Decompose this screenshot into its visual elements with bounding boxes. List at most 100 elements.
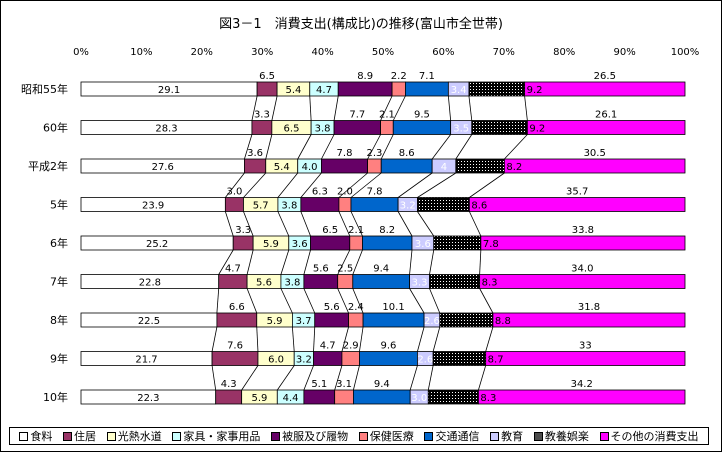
data-label: 3.6 — [292, 239, 308, 250]
data-label: 7.7 — [349, 110, 365, 121]
legend-label: 食料 — [30, 430, 53, 443]
category-label: 5年 — [50, 198, 68, 212]
bars — [80, 81, 686, 405]
connector-line — [468, 95, 473, 121]
data-label: 2.6 — [424, 316, 440, 327]
bar-segment — [433, 235, 482, 251]
bar-segment — [310, 235, 351, 251]
x-axis-ticks: 0% 10% 20% 30% 40% 50% 60% 70% 80% 90% 100% — [73, 47, 699, 58]
legend-label: その他の消費支出 — [610, 430, 699, 443]
connector-line — [429, 249, 435, 275]
connector-line — [244, 134, 253, 160]
connector-line — [218, 249, 234, 275]
connector-line — [432, 326, 441, 352]
data-label: 22.8 — [139, 278, 161, 289]
bar-segment — [303, 274, 339, 289]
data-label: 8.7 — [488, 355, 504, 366]
connector-line — [265, 134, 273, 160]
bar-segment — [492, 312, 686, 328]
legend-label: 教育 — [501, 430, 524, 443]
data-label: 31.8 — [578, 302, 600, 313]
category-label: 10年 — [43, 390, 68, 404]
data-label: 5.1 — [311, 379, 327, 390]
data-label: 2.0 — [337, 187, 353, 198]
data-label: 33 — [579, 341, 592, 352]
bar-segment — [244, 158, 267, 174]
x-tick-label: 100% — [671, 47, 700, 58]
connector-line — [276, 365, 295, 391]
data-label: 5.6 — [313, 264, 329, 275]
data-label: 7.8 — [337, 148, 353, 159]
data-label: 2.1 — [379, 110, 395, 121]
bar-segment — [471, 120, 528, 135]
data-label: 6.5 — [322, 225, 338, 236]
connector-line — [352, 249, 363, 275]
connector-line — [211, 365, 217, 391]
bar-segment — [427, 389, 479, 405]
connector-line — [367, 134, 381, 160]
category-label: 8年 — [50, 313, 68, 327]
connector-line — [431, 134, 451, 160]
data-label: 33.8 — [572, 225, 594, 236]
data-label: 9.4 — [373, 264, 389, 275]
data-label: 7.8 — [483, 239, 499, 250]
connector-line — [243, 211, 254, 237]
bar-segment — [215, 389, 243, 405]
bar-segment — [218, 274, 248, 289]
bar-segment — [211, 351, 259, 366]
data-label: 27.6 — [152, 162, 174, 173]
data-label: 3.8 — [281, 201, 297, 212]
data-label: 2.6 — [417, 355, 433, 366]
bar-segment — [353, 389, 411, 405]
data-label: 29.1 — [158, 85, 180, 96]
data-label: 9.4 — [374, 379, 390, 390]
connector-lines — [211, 95, 528, 391]
data-label: 2.4 — [348, 302, 364, 313]
connector-line — [380, 95, 393, 121]
data-label: 6.5 — [284, 124, 300, 135]
connector-line — [309, 95, 312, 121]
bar-segment — [439, 312, 494, 328]
legend-swatch — [424, 431, 434, 441]
connector-line — [409, 288, 425, 314]
bar-segment — [392, 120, 452, 135]
data-label: 8.3 — [480, 393, 496, 404]
connector-line — [333, 95, 339, 121]
x-tick-label: 90% — [613, 47, 635, 58]
bar-segment — [216, 312, 258, 328]
data-label: 5.7 — [253, 201, 269, 212]
data-label: 3.4 — [451, 85, 467, 96]
data-label: 3.1 — [336, 379, 352, 390]
data-label: 9.2 — [529, 124, 545, 135]
bar-segment — [232, 235, 254, 251]
data-label: 3.8 — [284, 278, 300, 289]
connector-line — [303, 249, 311, 275]
bar-segment — [313, 351, 343, 366]
data-label: 5.4 — [274, 162, 290, 173]
connector-line — [417, 211, 435, 237]
x-tick-label: 40% — [311, 47, 333, 58]
data-label: 3.5 — [453, 124, 469, 135]
connector-line — [429, 288, 441, 314]
bar-segment — [349, 235, 363, 251]
legend: 食料 住居 光熱水道 家具・家事用品 被服及び履物 保健医療 交通通信 教育 教養娯楽 その他の消… — [9, 427, 709, 445]
legend-item: 家具・家事用品 — [172, 428, 260, 444]
data-label: 4.3 — [221, 379, 237, 390]
legend-swatch — [533, 431, 543, 441]
x-tick-label: 0% — [73, 47, 89, 58]
legend-item: 交通通信 — [424, 428, 479, 444]
connector-line — [469, 211, 482, 237]
bar-segment — [362, 312, 425, 328]
category-label: 平成2年 — [28, 159, 68, 173]
connector-line — [216, 288, 220, 314]
legend-item: 教育 — [490, 428, 523, 444]
x-tick-label: 10% — [130, 47, 152, 58]
bar-segment — [303, 389, 336, 405]
legend-label: 教養娯楽 — [544, 430, 589, 443]
connector-line — [469, 172, 505, 198]
bar-segment — [352, 274, 410, 289]
connector-line — [241, 365, 259, 391]
connector-line — [277, 172, 299, 198]
data-label: 5.4 — [285, 85, 301, 96]
connector-line — [397, 172, 433, 198]
